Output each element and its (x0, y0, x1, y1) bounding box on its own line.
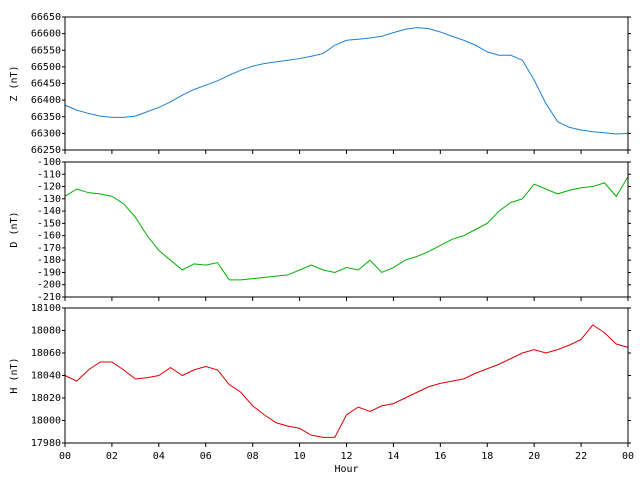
data-line (64, 324, 629, 438)
x-tick-label: 18 (481, 451, 493, 462)
y-tick-label: -100 (37, 157, 61, 168)
y-axis-label: Z (nT) (9, 65, 20, 101)
y-tick-label: -130 (37, 194, 61, 205)
y-tick-label: -200 (37, 280, 61, 291)
y-tick-label: -120 (37, 182, 61, 193)
y-tick-label: 18020 (31, 393, 61, 404)
x-tick-label: 06 (200, 451, 212, 462)
x-tick-label: 04 (153, 451, 165, 462)
x-tick-label: 22 (575, 451, 587, 462)
x-tick-label: 10 (294, 451, 306, 462)
x-tick-label: 20 (528, 451, 540, 462)
y-tick-label: 66550 (31, 45, 61, 56)
y-tick-label: -110 (37, 169, 61, 180)
y-tick-label: 18100 (31, 303, 61, 314)
x-tick-label: 00 (59, 451, 71, 462)
y-tick-label: 18040 (31, 371, 61, 382)
x-axis-label: Hour (334, 464, 358, 475)
y-tick-label: 66350 (31, 112, 61, 123)
y-tick-label: 66500 (31, 62, 61, 73)
y-tick-label: -140 (37, 206, 61, 217)
y-axis-label: D (nT) (9, 211, 20, 247)
y-tick-label: 18000 (31, 416, 61, 427)
data-line (64, 27, 629, 135)
y-tick-label: 18060 (31, 348, 61, 359)
y-tick-label: -210 (37, 292, 61, 303)
plot-frame (64, 16, 629, 151)
x-tick-label: 02 (106, 451, 118, 462)
y-tick-label: -190 (37, 267, 61, 278)
y-tick-label: 66300 (31, 128, 61, 139)
y-tick-label: 66400 (31, 95, 61, 106)
x-tick-label: 08 (247, 451, 259, 462)
x-tick-label: 14 (387, 451, 399, 462)
y-tick-label: -180 (37, 255, 61, 266)
y-tick-label: -150 (37, 218, 61, 229)
plot-frame (64, 307, 629, 444)
y-tick-label: 17980 (31, 438, 61, 449)
y-tick-label: 66250 (31, 145, 61, 156)
data-line (64, 176, 629, 281)
y-tick-label: -160 (37, 231, 61, 242)
x-tick-label: 16 (434, 451, 446, 462)
plot-frame (64, 161, 629, 298)
y-tick-label: 18080 (31, 326, 61, 337)
y-tick-label: 66450 (31, 79, 61, 90)
y-axis-label: H (nT) (9, 357, 20, 393)
x-tick-label: 12 (340, 451, 352, 462)
y-tick-label: 66600 (31, 29, 61, 40)
y-tick-label: -170 (37, 243, 61, 254)
x-tick-label: 00 (622, 451, 634, 462)
y-tick-label: 66650 (31, 12, 61, 23)
